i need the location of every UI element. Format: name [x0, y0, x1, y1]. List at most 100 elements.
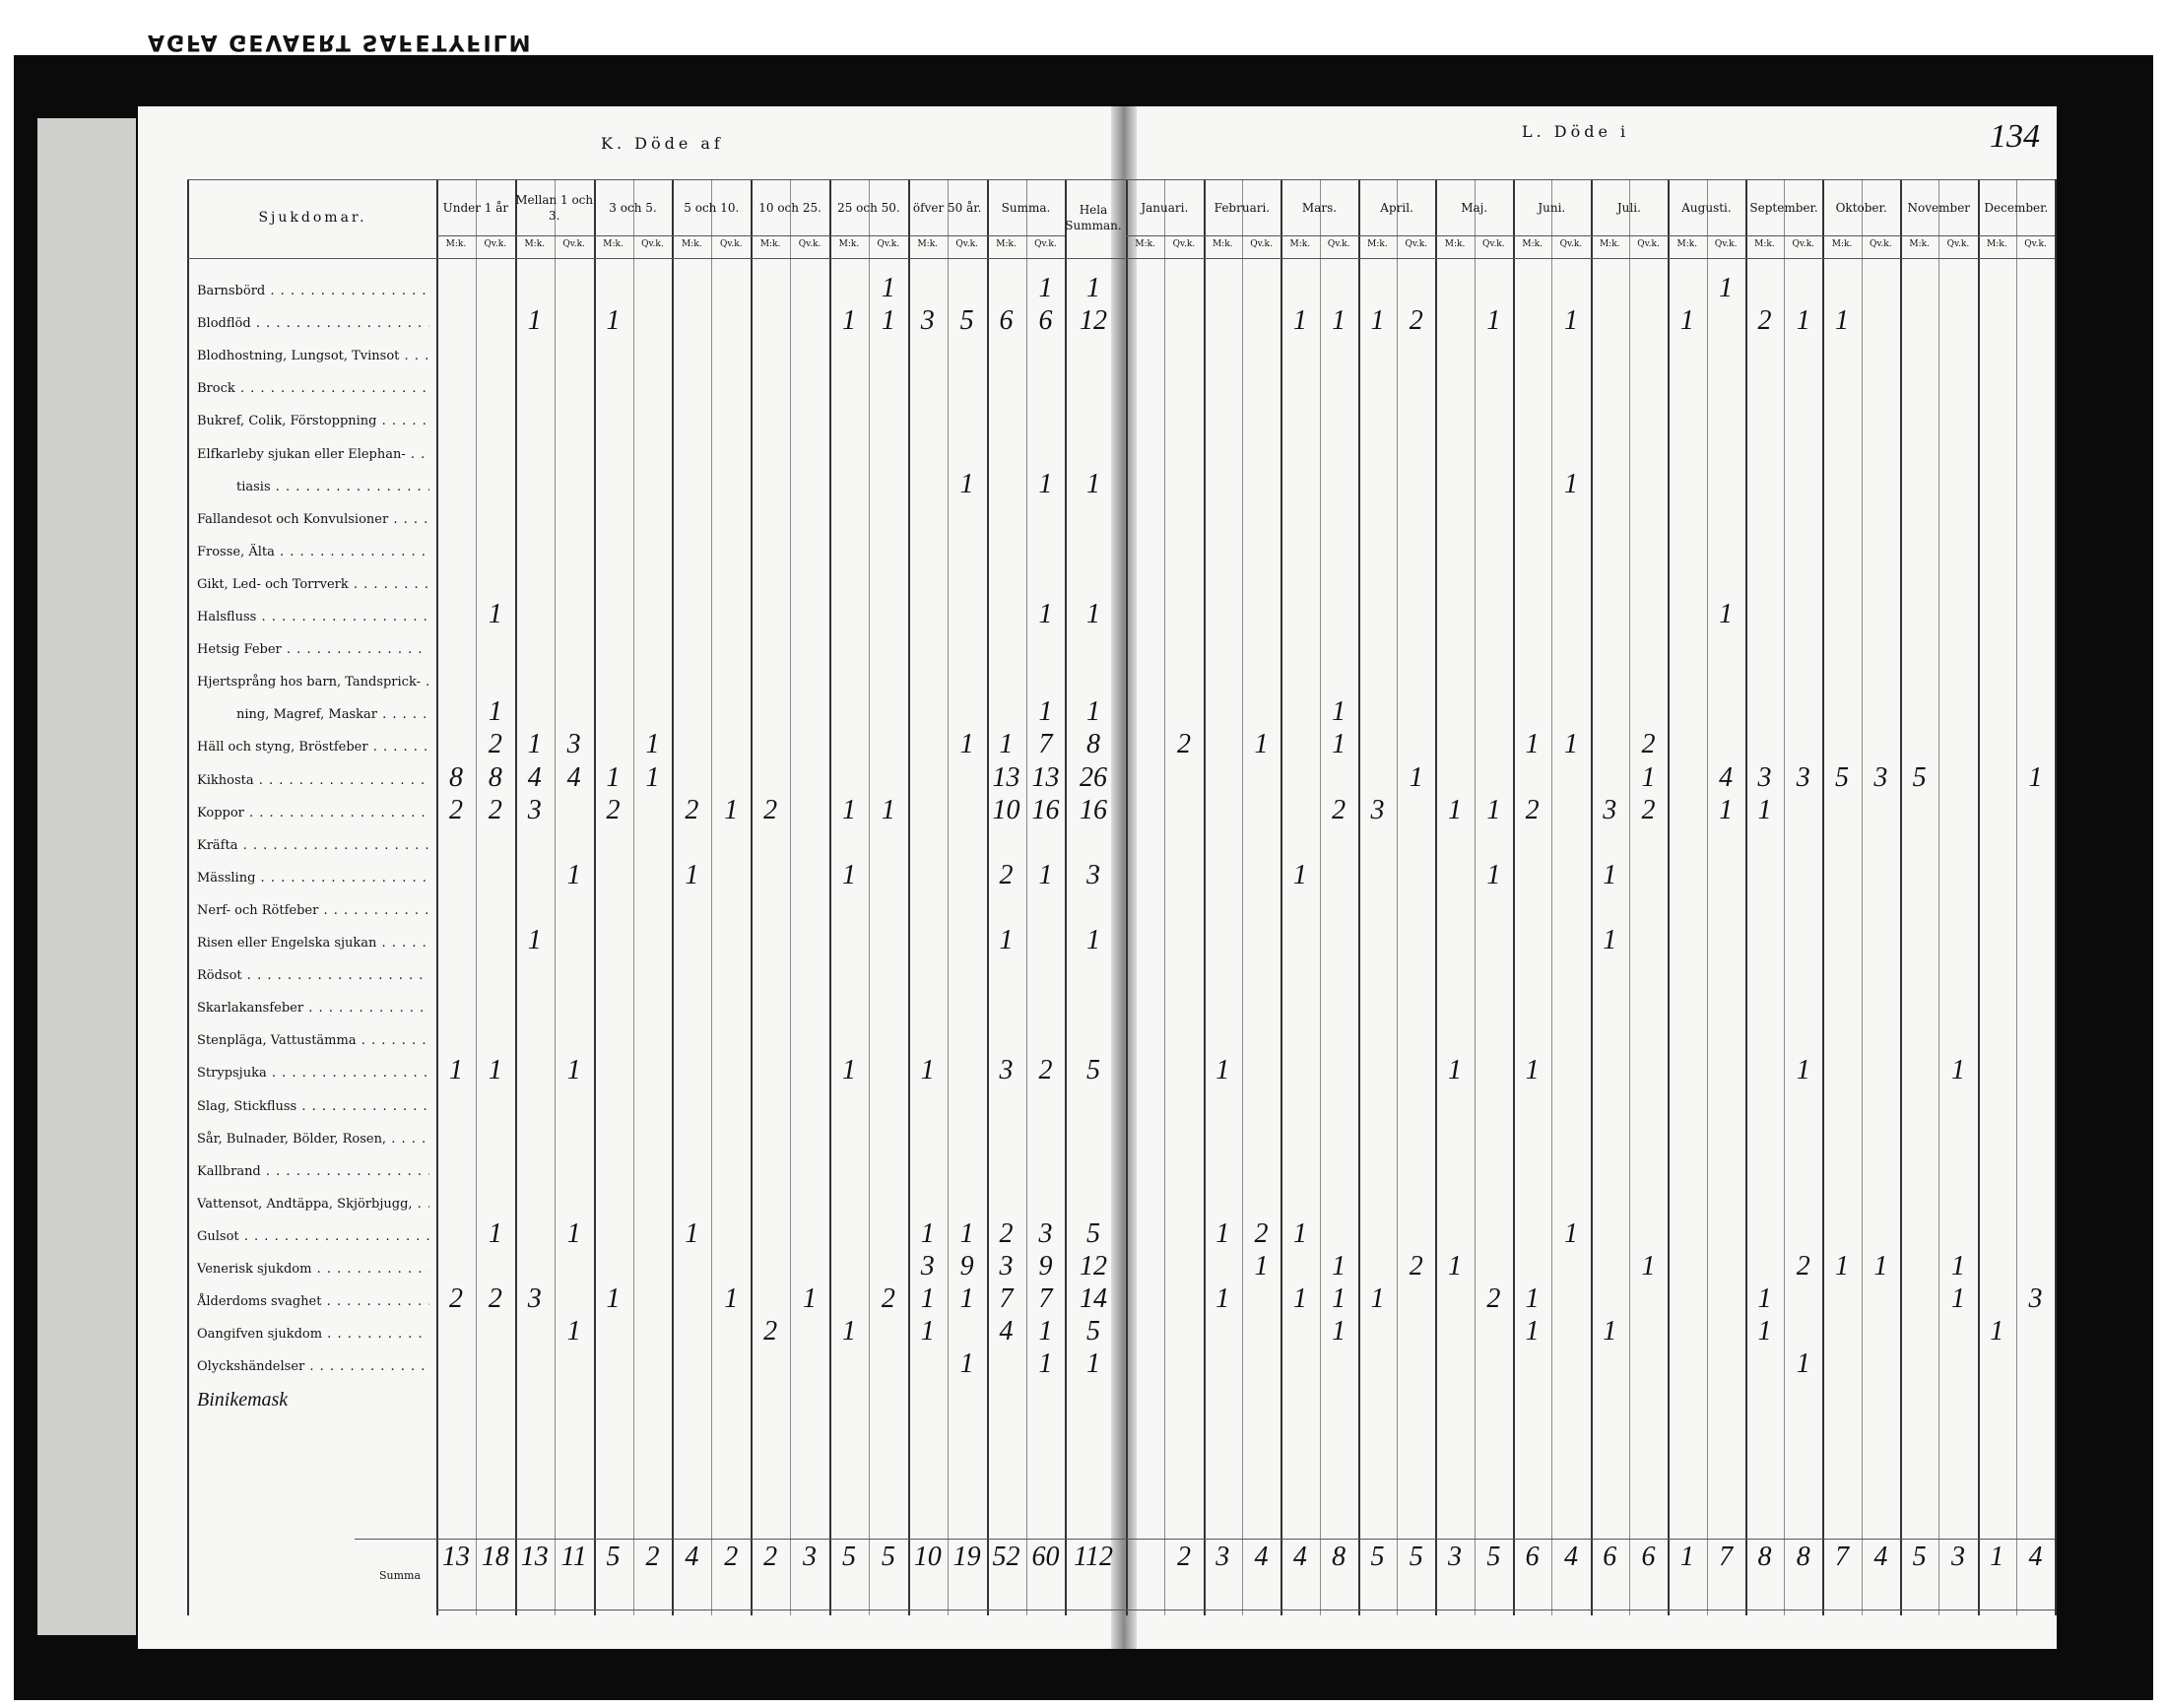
total-value: 13	[520, 1542, 549, 1572]
sub-header: Qv.k.	[1559, 239, 1583, 249]
column-rule	[1065, 179, 1067, 1615]
column-rule	[475, 179, 477, 1615]
cell-value: 1	[1990, 1316, 2004, 1347]
cell-value: 1	[606, 305, 621, 337]
sub-header: Qv.k.	[641, 239, 664, 249]
column-rule	[514, 179, 517, 1615]
sub-header: M:k.	[759, 239, 781, 249]
row-label: Häll och styng, Bröstfeber	[197, 738, 429, 757]
cell-value: 1	[803, 1283, 818, 1315]
row-label: Frosse, Älta	[197, 543, 429, 562]
row-label: Blodflöd	[197, 314, 429, 334]
cell-value: 1	[1038, 468, 1053, 499]
cell-value: 1	[841, 794, 856, 825]
sub-header: M:k.	[1676, 239, 1698, 249]
cell-value: 1	[1038, 696, 1053, 728]
row-label: Elfkarleby sjukan eller Elephan-	[197, 445, 429, 465]
sub-header: Qv.k.	[1034, 239, 1057, 249]
age-group-header: 3 och 5.	[609, 200, 657, 215]
cell-value: 1	[1873, 1251, 1888, 1281]
sub-header: Qv.k.	[798, 239, 821, 249]
row-label: Koppor	[197, 804, 429, 823]
row-label: Barnsbörd	[197, 282, 429, 301]
row-label: Kräfta	[197, 836, 429, 856]
column-rule	[1706, 179, 1708, 1615]
sub-header: Qv.k.	[1870, 239, 1892, 249]
total-value: 5	[1486, 1542, 1501, 1572]
cell-value: 3	[1796, 761, 1810, 793]
row-label: Gikt, Led- och Torrverk	[197, 575, 429, 595]
sub-header: M:k.	[445, 239, 467, 249]
cell-value: 1	[645, 761, 660, 793]
column-rule	[1164, 179, 1166, 1615]
total-value: 3	[803, 1542, 818, 1572]
row-label: Brock	[197, 379, 429, 399]
cell-value: 1	[527, 925, 542, 955]
sub-header: Qv.k.	[1792, 239, 1815, 249]
total-value: 10	[913, 1542, 942, 1572]
total-value: 4	[2028, 1542, 2043, 1572]
cell-value: 1	[959, 729, 974, 760]
cell-value: 10	[992, 794, 1020, 825]
cell-value: 1	[1757, 1316, 1772, 1347]
column-rule	[1280, 179, 1283, 1615]
cell-value: 8	[488, 761, 502, 793]
sub-header: M:k.	[1909, 239, 1930, 249]
cell-value: 1	[1448, 1055, 1463, 1086]
column-rule	[1513, 179, 1515, 1615]
row-label: Kikhosta	[197, 771, 429, 791]
sub-header: Qv.k.	[1250, 239, 1273, 249]
sub-header: M:k.	[1831, 239, 1853, 249]
sub-header: M:k.	[996, 239, 1017, 249]
cell-value: 1	[1254, 729, 1269, 760]
total-value: 8	[1796, 1542, 1810, 1572]
cell-value: 1	[881, 305, 895, 337]
age-group-header: 25 och 50.	[837, 200, 900, 215]
total-value: 7	[1719, 1542, 1734, 1572]
sub-header: Qv.k.	[1482, 239, 1505, 249]
column-rule	[1474, 179, 1476, 1615]
cell-value: 6	[999, 305, 1014, 337]
total-value: 4	[1292, 1542, 1307, 1572]
cell-value: 14	[1080, 1283, 1107, 1315]
row-label: Sår, Bulnader, Bölder, Rosen,	[197, 1130, 429, 1150]
cell-value: 4	[1719, 761, 1734, 793]
column-rule	[1551, 179, 1553, 1615]
sub-header: M:k.	[1367, 239, 1388, 249]
row-label: tiasis	[236, 478, 429, 497]
cell-value: 1	[1719, 794, 1734, 825]
cell-value: 1	[1757, 794, 1772, 825]
cell-value: 16	[1080, 794, 1107, 825]
right-title: L. Döde i	[1522, 122, 1630, 141]
row-label: Stenpläga, Vattustämma	[197, 1031, 429, 1051]
cell-value: 3	[1757, 761, 1772, 793]
total-value: 1	[1679, 1542, 1694, 1572]
cell-value: 2	[488, 794, 502, 825]
cell-value: 1	[724, 794, 739, 825]
cell-value: 1	[881, 794, 895, 825]
column-rule	[1628, 179, 1630, 1615]
row-label: Hjertsprång hos barn, Tandsprick-	[197, 673, 429, 692]
total-value: 5	[606, 1542, 621, 1572]
cell-value: 9	[1038, 1251, 1053, 1281]
cell-value: 1	[1215, 1217, 1230, 1249]
label-header: Sjukdomar.	[258, 210, 367, 226]
page-stack	[37, 118, 136, 1635]
cell-value: 1	[920, 1217, 935, 1249]
sub-header: Qv.k.	[1405, 239, 1428, 249]
cell-value: 3	[1038, 1217, 1053, 1249]
cell-value: 1	[1086, 599, 1100, 629]
cell-value: 1	[1086, 696, 1100, 728]
total-value: 11	[560, 1542, 587, 1572]
cell-value: 2	[1757, 305, 1772, 337]
cell-value: 12	[1080, 1251, 1107, 1281]
row-label: ning, Magref, Maskar	[236, 705, 429, 725]
column-rule	[790, 179, 792, 1615]
cell-value: 1	[566, 859, 581, 890]
total-value: 2	[1176, 1542, 1191, 1572]
cell-value: 2	[763, 1316, 778, 1347]
cell-value: 2	[1486, 1283, 1501, 1315]
cell-value: 1	[1086, 1348, 1100, 1380]
cell-value: 1	[1038, 1316, 1053, 1347]
cell-value: 2	[1641, 729, 1656, 760]
